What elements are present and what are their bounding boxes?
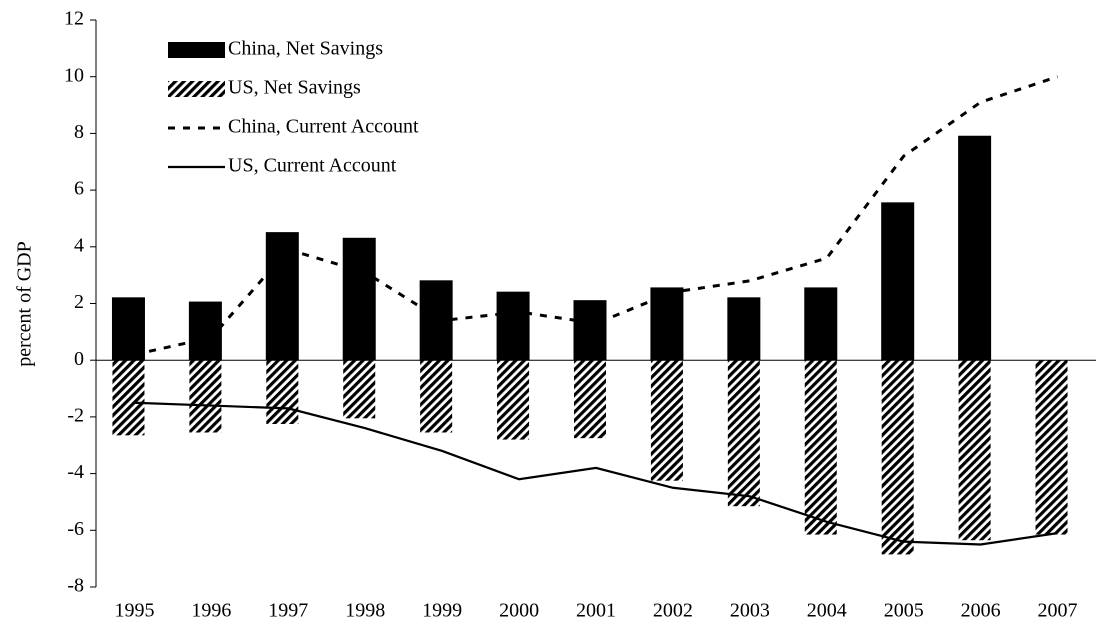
x-tick-label: 2006: [961, 600, 1001, 622]
bar: [804, 287, 838, 361]
bar: [189, 360, 222, 433]
legend-label: US, Current Account: [228, 155, 397, 177]
y-tick-label: 6: [74, 178, 84, 200]
x-tick-label: 1997: [268, 600, 308, 622]
y-tick-label: -6: [67, 518, 84, 540]
bar: [342, 237, 376, 361]
y-tick-label: 2: [74, 291, 84, 313]
bar: [343, 360, 376, 419]
x-tick-label: 2005: [884, 600, 924, 622]
bar: [1035, 360, 1068, 535]
bar: [419, 280, 453, 361]
x-tick-label: 1998: [345, 600, 385, 622]
bar: [958, 135, 992, 361]
bar: [881, 202, 915, 361]
bar: [958, 360, 991, 541]
bar: [112, 360, 145, 436]
x-tick-label: 1999: [422, 600, 462, 622]
bar: [497, 360, 530, 440]
y-tick-label: 4: [74, 234, 84, 256]
bar: [727, 360, 760, 507]
x-tick-label: 1996: [191, 600, 231, 622]
y-tick-label: 12: [64, 8, 84, 30]
bar: [420, 360, 453, 433]
bar: [881, 360, 914, 555]
legend-swatch: [168, 42, 225, 58]
x-tick-label: 2001: [576, 600, 616, 622]
bar: [266, 360, 299, 424]
bar: [573, 300, 607, 361]
legend-swatch: [168, 81, 225, 97]
bar: [650, 360, 683, 481]
x-tick-label: 2003: [730, 600, 770, 622]
legend-label: US, Net Savings: [228, 77, 361, 99]
line: [134, 75, 1059, 356]
y-tick-label: 0: [74, 348, 84, 370]
y-tick-label: -2: [67, 404, 84, 426]
y-tick-label: -8: [67, 575, 84, 597]
bar: [188, 301, 222, 361]
bar: [111, 297, 145, 361]
legend-label: China, Net Savings: [228, 38, 383, 60]
bar: [496, 291, 530, 361]
bar: [265, 232, 299, 361]
x-tick-label: 2004: [807, 600, 847, 622]
y-tick-label: -4: [67, 461, 84, 483]
legend-label: China, Current Account: [228, 116, 419, 138]
y-tick-label: 10: [64, 64, 84, 86]
bar: [727, 297, 761, 361]
bar: [804, 360, 837, 535]
x-tick-label: 2007: [1038, 600, 1078, 622]
y-axis-label: percent of GDP: [14, 241, 36, 367]
bar: [574, 360, 606, 439]
x-tick-label: 1995: [114, 600, 154, 622]
x-tick-label: 2000: [499, 600, 539, 622]
y-tick-label: 8: [74, 121, 84, 143]
x-tick-label: 2002: [653, 600, 693, 622]
line: [134, 401, 1058, 546]
